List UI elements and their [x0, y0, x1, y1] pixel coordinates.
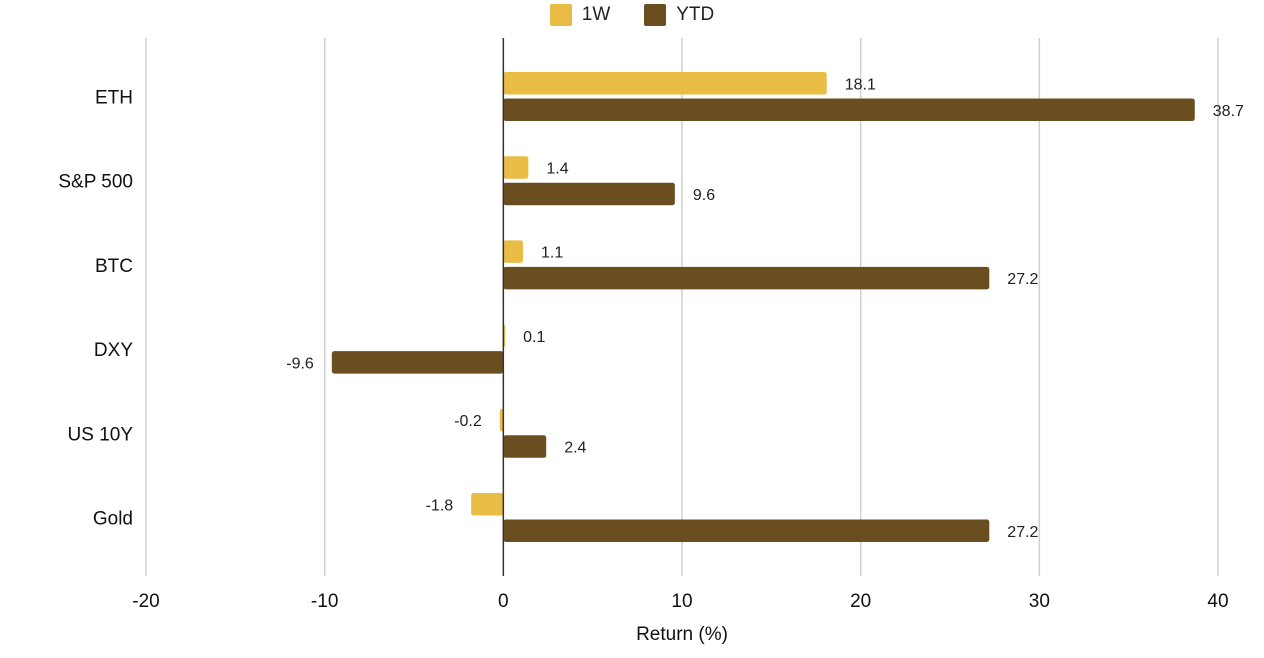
bar-ytd-eth	[503, 98, 1195, 121]
x-tick-label: -10	[311, 591, 338, 612]
bar-ytd-gold	[503, 519, 990, 542]
x-tick-label: 30	[1029, 591, 1050, 612]
data-label: 1.4	[546, 160, 568, 177]
bar-ytd-btc	[503, 266, 990, 290]
data-labels: 18.1 38.7 1.4 9.6 1.1 27.2 0.1 -9.6 -0.2 2.4 -1.8 2…	[286, 76, 1244, 541]
tick-labels: -20 -10 0 10 20 30 40	[132, 591, 1228, 612]
category-label: DXY	[94, 340, 133, 361]
bar-1w-btc	[503, 240, 523, 263]
x-tick-label: 10	[671, 591, 692, 612]
data-label: 18.1	[845, 76, 876, 93]
legend-label-1w: 1W	[581, 4, 611, 25]
bars	[331, 72, 1195, 542]
category-label: US 10Y	[68, 424, 134, 445]
bar-1w-us-10y	[499, 408, 504, 432]
category-label: ETH	[95, 88, 133, 109]
legend: 1W YTD	[0, 4, 1264, 26]
data-label: 0.1	[523, 329, 545, 346]
x-tick-label: 0	[498, 591, 509, 612]
legend-swatch-ytd	[644, 4, 667, 26]
data-label: 38.7	[1213, 103, 1244, 120]
bar-1w-s-p-500	[503, 156, 529, 179]
x-axis-title: Return (%)	[636, 624, 728, 645]
category-label: S&P 500	[58, 172, 133, 193]
bar-1w-eth	[503, 72, 827, 95]
legend-item-ytd: YTD	[644, 4, 714, 26]
data-label: 1.1	[541, 245, 563, 262]
bar-ytd-dxy	[331, 351, 504, 374]
data-label: 2.4	[564, 440, 586, 457]
gridlines	[145, 38, 1219, 576]
bar-ytd-s-p-500	[503, 182, 675, 206]
data-label: -9.6	[286, 355, 314, 372]
category-labels: ETH S&P 500 BTC DXY US 10Y Gold	[58, 88, 133, 530]
x-tick-label: -20	[132, 591, 159, 612]
legend-item-1w: 1W	[549, 4, 611, 26]
legend-swatch-1w	[549, 4, 572, 26]
x-tick-label: 20	[850, 591, 871, 612]
category-label: Gold	[93, 509, 133, 530]
data-label: 9.6	[693, 187, 715, 204]
data-label: 27.2	[1007, 271, 1038, 288]
category-label: BTC	[95, 256, 133, 277]
data-label: -1.8	[426, 497, 454, 514]
data-label: 27.2	[1007, 524, 1038, 541]
x-tick-label: 40	[1207, 591, 1228, 612]
bar-ytd-us-10y	[503, 435, 547, 458]
bar-1w-gold	[471, 493, 504, 516]
legend-label-ytd: YTD	[676, 4, 715, 25]
data-label: -0.2	[454, 413, 482, 430]
